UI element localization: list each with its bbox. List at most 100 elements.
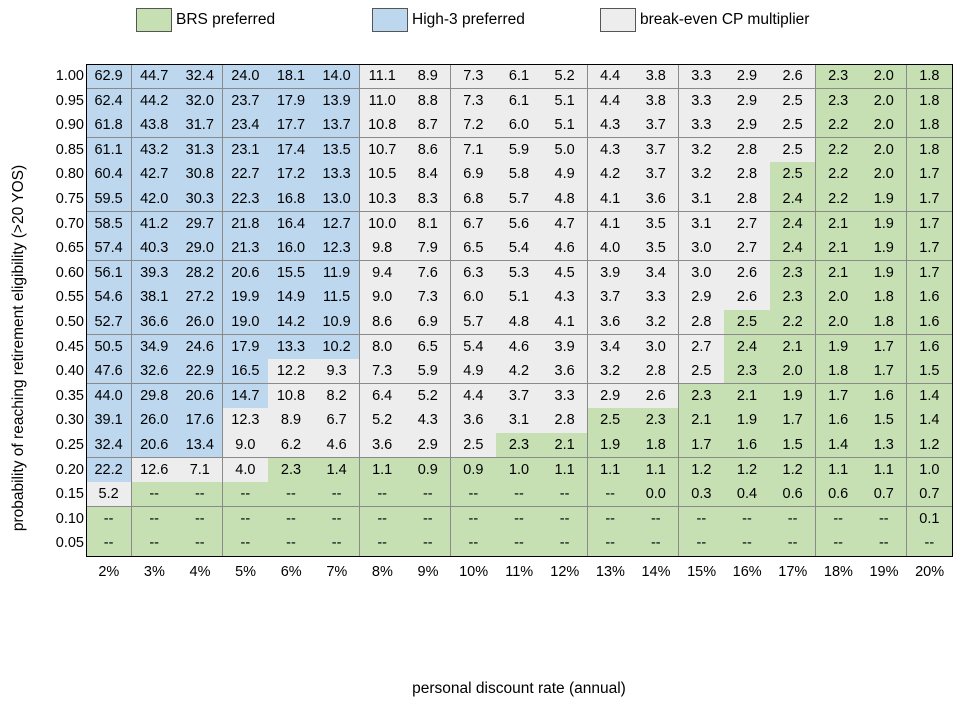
heatmap-cell: 4.4 — [587, 64, 634, 90]
heatmap-cell: 20.6 — [222, 260, 269, 286]
y-tick-label: 0.25 — [55, 437, 84, 453]
heatmap-cell: 7.3 — [405, 285, 452, 311]
y-tick-label: 0.50 — [55, 314, 84, 330]
heatmap-cell: 1.8 — [861, 310, 908, 336]
heatmap-cell: -- — [131, 482, 178, 508]
heatmap-cell: 2.1 — [542, 433, 589, 459]
heatmap-cell: 4.1 — [542, 310, 589, 336]
heatmap-cell: 3.8 — [633, 88, 680, 114]
heatmap-cell: 22.9 — [177, 359, 224, 385]
heatmap-cell: 61.8 — [86, 113, 133, 139]
x-tick-label: 19% — [869, 564, 899, 580]
heatmap-cell: 2.5 — [724, 310, 771, 336]
heatmap-cell: 17.6 — [177, 408, 224, 434]
y-tick-label: 0.40 — [55, 363, 84, 380]
heatmap-cell: 2.6 — [724, 285, 771, 311]
heatmap-cell: 8.1 — [405, 211, 452, 237]
heatmap-cell: -- — [770, 531, 817, 557]
heatmap-cell: 4.1 — [587, 187, 634, 213]
heatmap-cell: 1.7 — [815, 383, 862, 409]
heatmap-cell: 1.7 — [906, 260, 953, 286]
heatmap-cell: 2.1 — [815, 211, 862, 237]
heatmap-cell: 4.0 — [222, 457, 269, 483]
x-tick-label: 18% — [823, 564, 853, 580]
heatmap-cell: 29.8 — [131, 383, 178, 409]
heatmap-cell: 4.4 — [450, 383, 497, 409]
heatmap-cell: 58.5 — [86, 211, 133, 237]
heatmap-cell: -- — [678, 531, 725, 557]
heatmap-cell: -- — [268, 506, 315, 532]
heatmap-cell: 2.0 — [861, 64, 908, 90]
heatmap-cell: 14.7 — [222, 383, 269, 409]
heatmap-cell: 11.0 — [359, 88, 406, 114]
legend-label-brs: BRS preferred — [176, 11, 276, 28]
heatmap-cell: 5.9 — [496, 137, 543, 163]
heatmap-cell: 3.1 — [678, 211, 725, 237]
x-tick-label: 14% — [641, 564, 671, 580]
heatmap-cell: 1.9 — [815, 334, 862, 360]
heatmap-cell: 6.5 — [450, 236, 497, 262]
x-tick-label: 2% — [98, 564, 120, 580]
heatmap-cell: 2.7 — [678, 334, 725, 360]
heatmap-cell: 6.4 — [359, 383, 406, 409]
heatmap-cell: 13.3 — [268, 334, 315, 360]
heatmap-cell: 8.8 — [405, 88, 452, 114]
heatmap-cell: 16.4 — [268, 211, 315, 237]
heatmap-cell: -- — [268, 482, 315, 508]
heatmap-cell: -- — [815, 531, 862, 557]
heatmap-cell: 56.1 — [86, 260, 133, 286]
heatmap-cell: 19.9 — [222, 285, 269, 311]
heatmap-cell: 4.3 — [405, 408, 452, 434]
heatmap-cell: -- — [861, 506, 908, 532]
heatmap-cell: 1.6 — [815, 408, 862, 434]
y-tick-label: 0.45 — [55, 338, 84, 355]
heatmap-cell: 1.1 — [633, 457, 680, 483]
heatmap-cell: 2.4 — [770, 236, 817, 262]
heatmap-cell: 2.3 — [724, 359, 771, 385]
heatmap-cell: 5.9 — [405, 359, 452, 385]
heatmap-cell: 2.5 — [770, 113, 817, 139]
heatmap-cell: 2.5 — [770, 88, 817, 114]
legend: BRS preferred High-3 preferred break-eve… — [0, 0, 956, 40]
heatmap-cell: -- — [587, 506, 634, 532]
heatmap-cell: 2.5 — [770, 162, 817, 188]
heatmap-cell: 1.1 — [359, 457, 406, 483]
heatmap-cell: 28.2 — [177, 260, 224, 286]
heatmap-cell: 17.9 — [268, 88, 315, 114]
heatmap-cell: 1.6 — [724, 433, 771, 459]
heatmap-cell: 38.1 — [131, 285, 178, 311]
heatmap-cell: 43.2 — [131, 137, 178, 163]
heatmap-cell: 7.9 — [405, 236, 452, 262]
legend-swatch-high3 — [372, 8, 408, 32]
heatmap-cell: 5.7 — [496, 187, 543, 213]
heatmap-cell: 1.1 — [861, 457, 908, 483]
heatmap-cell: -- — [861, 531, 908, 557]
legend-swatch-breakeven — [600, 8, 636, 32]
heatmap-cell: 2.1 — [770, 334, 817, 360]
x-tick-label: 16% — [732, 564, 762, 580]
heatmap-cell: 2.2 — [815, 113, 862, 139]
heatmap-cell: 1.1 — [587, 457, 634, 483]
y-tick-label: 0.10 — [55, 510, 84, 527]
heatmap-cell: 2.3 — [633, 408, 680, 434]
heatmap-cell: 1.7 — [861, 334, 908, 360]
heatmap-cell: 10.8 — [268, 383, 315, 409]
heatmap-cell: 3.1 — [496, 408, 543, 434]
heatmap-cell: 3.0 — [678, 236, 725, 262]
heatmap-cell: 24.0 — [222, 64, 269, 90]
heatmap-cell: 17.7 — [268, 113, 315, 139]
heatmap-cell: 5.6 — [496, 211, 543, 237]
x-tick-label: 6% — [280, 564, 302, 580]
heatmap-cell: 8.7 — [405, 113, 452, 139]
heatmap-cell: 5.0 — [542, 137, 589, 163]
heatmap-cell: 3.6 — [587, 310, 634, 336]
heatmap-cell: 8.6 — [359, 310, 406, 336]
heatmap-cell: 2.8 — [633, 359, 680, 385]
heatmap-cell: 10.2 — [314, 334, 361, 360]
heatmap-cell: 1.6 — [906, 310, 953, 336]
heatmap-cell: 1.6 — [906, 285, 953, 311]
heatmap-cell: 1.8 — [633, 433, 680, 459]
heatmap-cell: 8.0 — [359, 334, 406, 360]
x-tick-label: 11% — [505, 564, 534, 580]
